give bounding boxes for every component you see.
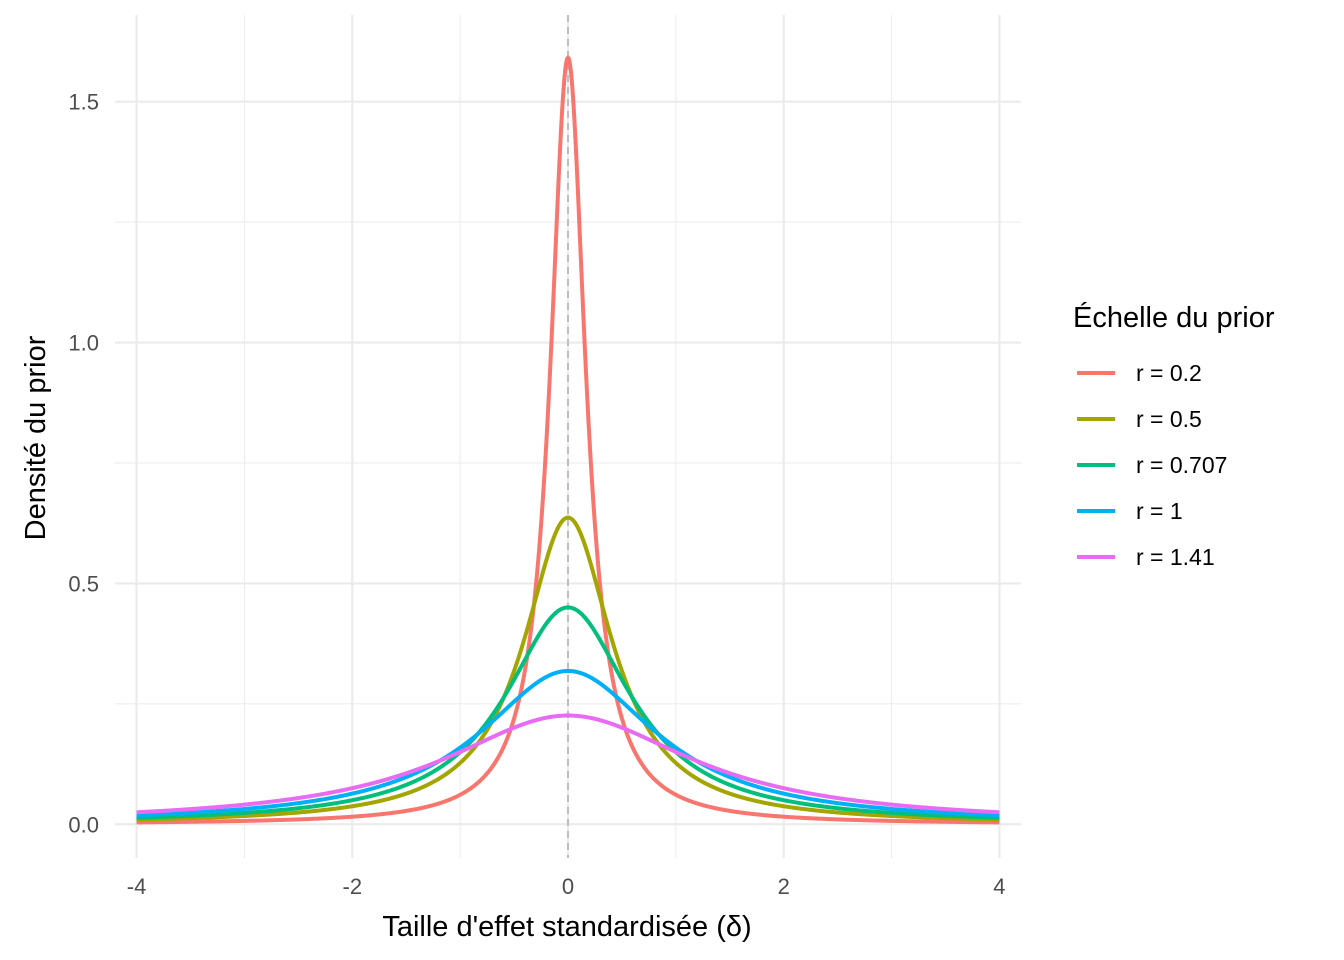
series-line — [135, 55, 1001, 825]
legend-label: r = 0.5 — [1136, 406, 1202, 432]
legend-item: r = 0.707 — [1077, 452, 1227, 478]
x-tick-label: 0 — [562, 874, 574, 899]
x-tick-label: -2 — [343, 874, 363, 899]
x-tick-label: 2 — [778, 874, 790, 899]
y-tick-label: 0.5 — [68, 571, 99, 596]
y-axis-title: Densité du prior — [20, 335, 52, 540]
legend: Échelle du prior r = 0.2 r = 0.5 r = 0.707… — [1073, 301, 1275, 570]
y-tick-label: 1.0 — [68, 331, 99, 356]
series-lines — [135, 55, 1001, 825]
legend-item: r = 0.5 — [1077, 406, 1202, 432]
y-axis-ticks: 0.0 0.5 1.0 1.5 — [68, 90, 99, 838]
legend-item: r = 1.41 — [1077, 544, 1215, 570]
legend-items: r = 0.2 r = 0.5 r = 0.707 r = 1 r = 1.41 — [1077, 360, 1227, 570]
legend-label: r = 1.41 — [1136, 544, 1215, 570]
x-tick-label: 4 — [993, 874, 1005, 899]
legend-item: r = 0.2 — [1077, 360, 1202, 386]
legend-label: r = 0.707 — [1136, 452, 1227, 478]
x-tick-label: -4 — [127, 874, 147, 899]
y-tick-label: 0.0 — [68, 812, 99, 837]
series-line — [135, 605, 1001, 820]
series-line — [135, 515, 1001, 822]
series-line — [135, 713, 1001, 815]
legend-title: Échelle du prior — [1073, 301, 1275, 334]
series-line — [135, 668, 1001, 818]
legend-label: r = 1 — [1136, 498, 1183, 524]
legend-item: r = 1 — [1077, 498, 1183, 524]
x-axis-ticks: -4 -2 0 2 4 — [127, 874, 1006, 899]
y-tick-label: 1.5 — [68, 90, 99, 115]
x-axis-title: Taille d'effet standardisée (δ) — [382, 911, 751, 943]
legend-label: r = 0.2 — [1136, 360, 1202, 386]
